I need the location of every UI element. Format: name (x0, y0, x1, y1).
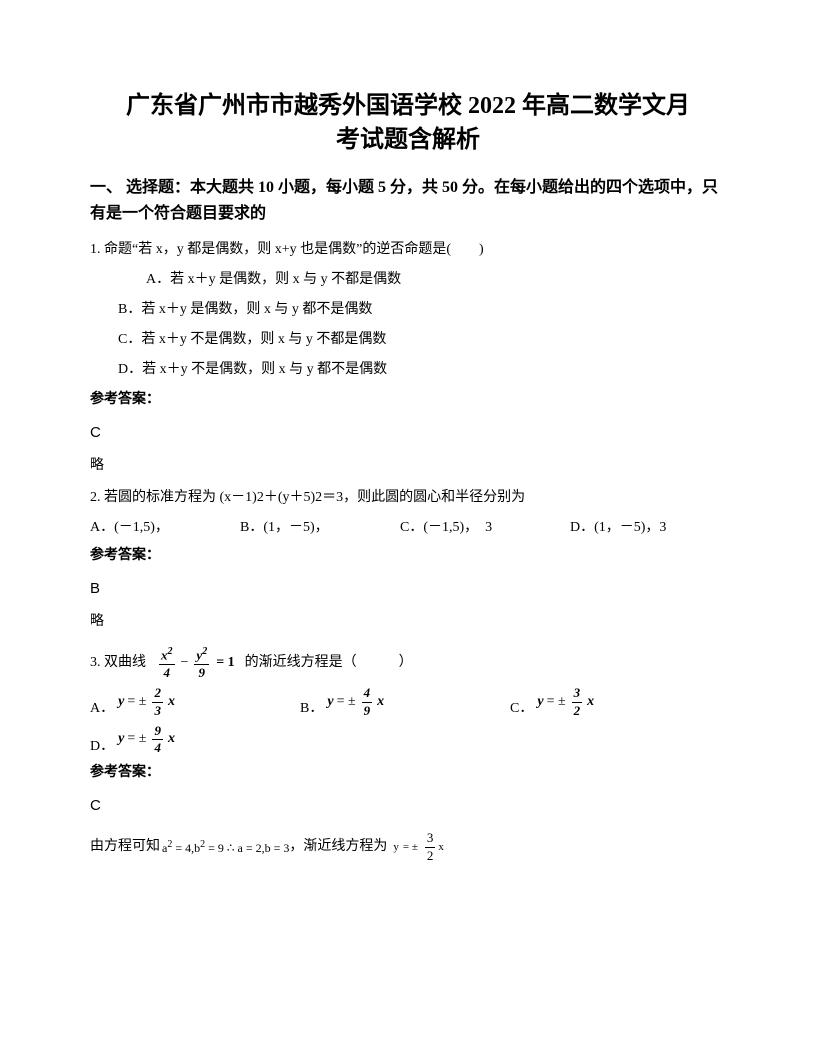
q1-option-c: C．若 x＋y 不是偶数，则 x 与 y 不都是偶数 (90, 326, 726, 354)
q1-option-d: D．若 x＋y 不是偶数，则 x 与 y 都不是偶数 (90, 356, 726, 384)
q3-answer-label: 参考答案： (90, 759, 726, 787)
q3-option-c: C． y= ± 32 x (510, 686, 598, 718)
title-line-1: 广东省广州市市越秀外国语学校 2022 年高二数学文月 (90, 90, 726, 124)
q2-option-a: A．(－1,5)， (90, 514, 240, 542)
q1-option-b: B．若 x＋y 是偶数，则 x 与 y 都不是偶数 (90, 296, 726, 324)
q3-option-d: D． y= ± 94 x (90, 724, 179, 756)
q3-stem-suffix: 的渐近线方程是（ ） (245, 655, 413, 672)
q3-a2b2: a2 = 4,b2 = 9 ∴ a = 2,b = 3 (162, 839, 289, 855)
q2-option-d: D．(1，－5)，3 (570, 514, 666, 542)
q2-answer-label: 参考答案： (90, 542, 726, 570)
q3-explanation: 由方程可知 a2 = 4,b2 = 9 ∴ a = 2,b = 3 ，渐近线方程… (90, 831, 726, 863)
q2-options-row: A．(－1,5)， B．(1，－5)， C．(－1,5)， 3 D．(1，－5)… (90, 514, 726, 542)
q2-option-b: B．(1，－5)， (240, 514, 400, 542)
q1-stem: 1. 命题“若 x，y 都是偶数，则 x+y 也是偶数”的逆否命题是( ) (90, 236, 726, 264)
q3-stem-prefix: 3. 双曲线 (90, 655, 146, 672)
section-1-heading: 一、 选择题：本大题共 10 小题，每小题 5 分，共 50 分。在每小题给出的… (90, 175, 726, 226)
frac-x2-over-4: x2 4 (159, 646, 175, 680)
q3-optB-formula: y= ± 49 x (327, 686, 384, 718)
q3-optD-formula: y= ± 94 x (118, 724, 175, 756)
q1-option-a: A．若 x＋y 是偶数，则 x 与 y 不都是偶数 (90, 266, 726, 294)
document-title: 广东省广州市市越秀外国语学校 2022 年高二数学文月 考试题含解析 (90, 90, 726, 157)
q3-answer: C (90, 791, 726, 821)
equals-one: = 1 (216, 655, 234, 672)
q3-options-row-1: A． y= ± 23 x B． y= ± 49 x C． y= ± 32 x (90, 686, 726, 718)
q3-stem: 3. 双曲线 x2 4 − y2 9 = 1 的渐近线方程是（ ） (90, 646, 726, 680)
q3-option-b: B． y= ± 49 x (300, 686, 510, 718)
title-line-2: 考试题含解析 (90, 124, 726, 158)
q2-option-c: C．(－1,5)， 3 (400, 514, 570, 542)
q2-brief: 略 (90, 608, 726, 636)
q1-answer: C (90, 418, 726, 448)
q3-options-row-2: D． y= ± 94 x (90, 724, 726, 756)
q2-answer: B (90, 574, 726, 604)
q3-option-a: A． y= ± 23 x (90, 686, 300, 718)
q1-brief: 略 (90, 452, 726, 480)
minus-sign: − (181, 655, 189, 672)
q3-optA-formula: y= ± 23 x (118, 686, 175, 718)
q3-hyperbola-equation: x2 4 − y2 9 = 1 (156, 646, 235, 680)
q3-final-asymptote: y = ± 3 2 x (393, 831, 444, 863)
q2-stem: 2. 若圆的标准方程为 (x－1)2＋(y＋5)2＝3，则此圆的圆心和半径分别为 (90, 484, 726, 512)
frac-y2-over-9: y2 9 (194, 646, 209, 680)
exam-page: 广东省广州市市越秀外国语学校 2022 年高二数学文月 考试题含解析 一、 选择… (0, 0, 816, 903)
q1-answer-label: 参考答案： (90, 386, 726, 414)
q3-optC-formula: y= ± 32 x (537, 686, 594, 718)
